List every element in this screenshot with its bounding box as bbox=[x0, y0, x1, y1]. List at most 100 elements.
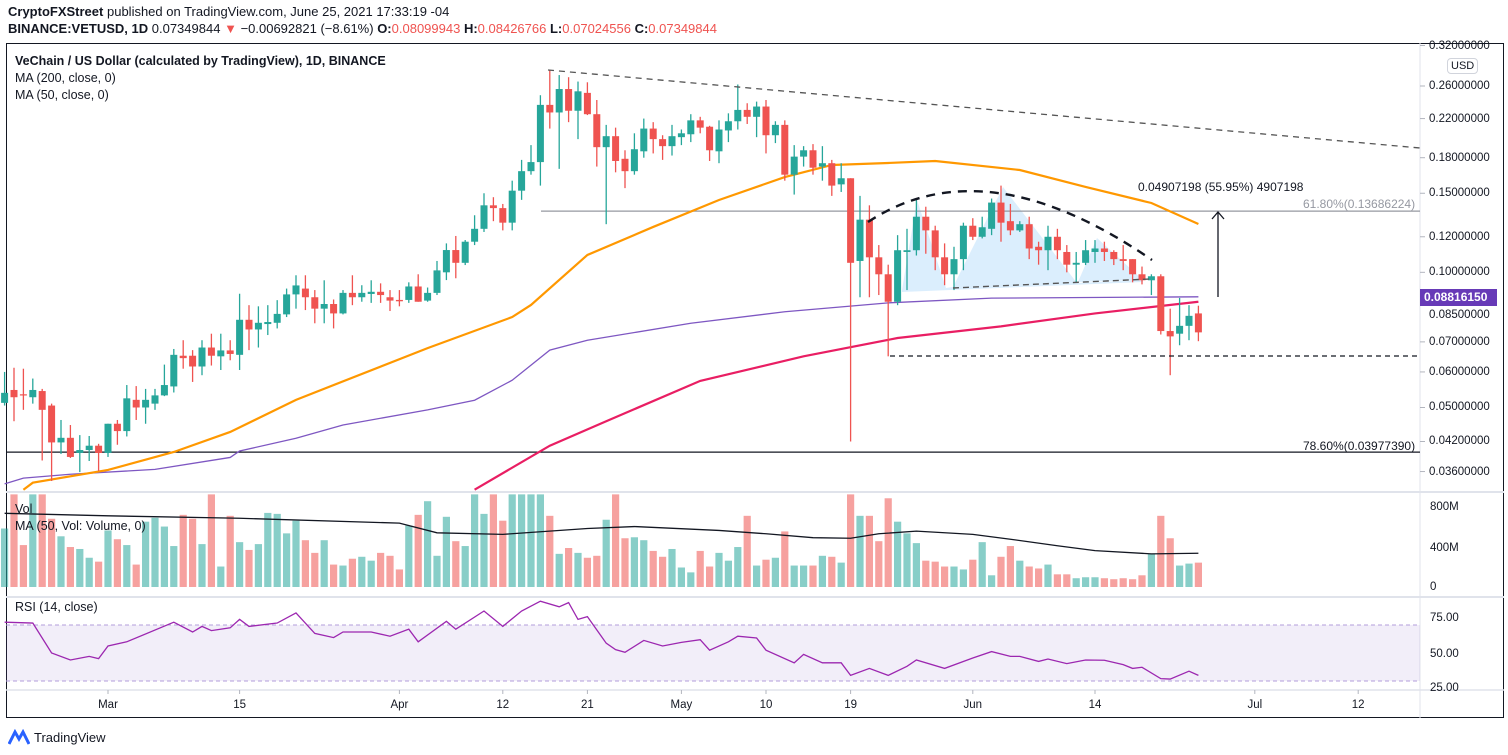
volume-bar bbox=[612, 494, 620, 587]
price-tick: 0.12000000 bbox=[1429, 230, 1490, 243]
volume-bar bbox=[715, 552, 723, 587]
candle-body bbox=[142, 399, 150, 408]
candle-body bbox=[104, 423, 112, 453]
high-value: 0.08426766 bbox=[477, 21, 547, 36]
candle-body bbox=[565, 89, 573, 111]
low-value: 0.07024556 bbox=[562, 21, 631, 36]
volume-bar bbox=[1176, 565, 1184, 587]
volume-bar bbox=[856, 515, 864, 587]
volume-bar bbox=[10, 494, 18, 587]
volume-bar bbox=[132, 564, 140, 587]
candle-body bbox=[254, 322, 262, 330]
volume-bar bbox=[1166, 538, 1174, 587]
volume-bar bbox=[1185, 563, 1193, 587]
candle-body bbox=[1110, 251, 1118, 260]
price-tick: 0.07000000 bbox=[1429, 335, 1490, 348]
time-tick: Jun bbox=[963, 699, 983, 711]
volume-bar bbox=[536, 494, 544, 587]
candle-body bbox=[856, 219, 864, 261]
candle-body bbox=[574, 91, 582, 111]
candle-body bbox=[997, 202, 1005, 223]
candle-body bbox=[1063, 251, 1071, 265]
legend-ma50[interactable]: MA (50, close, 0) bbox=[15, 88, 109, 102]
candle-body bbox=[1129, 259, 1137, 275]
volume-bar bbox=[1006, 546, 1014, 587]
candle-body bbox=[226, 350, 234, 354]
candle-body bbox=[865, 219, 873, 258]
volume-bar bbox=[959, 569, 967, 587]
volume-bar bbox=[1035, 568, 1043, 587]
currency-label[interactable]: USD bbox=[1447, 58, 1479, 74]
volume-tick: 0 bbox=[1430, 581, 1437, 593]
candle-body bbox=[95, 445, 103, 453]
price-tick: 0.03600000 bbox=[1429, 465, 1490, 478]
volume-bar bbox=[574, 552, 582, 587]
volume-bar bbox=[1147, 553, 1155, 587]
candle-body bbox=[988, 202, 996, 229]
publisher-name[interactable]: CryptoFXStreet bbox=[8, 4, 104, 19]
candle-body bbox=[1100, 248, 1108, 252]
price-tick: 0.32000000 bbox=[1429, 39, 1490, 52]
volume-bar bbox=[405, 525, 413, 587]
legend-volume-ma[interactable]: MA (50, Vol: Volume, 0) bbox=[15, 519, 146, 533]
volume-bar bbox=[433, 555, 441, 587]
candle-body bbox=[583, 92, 591, 115]
volume-bar bbox=[1016, 560, 1024, 587]
time-tick: May bbox=[670, 699, 693, 711]
candle-body bbox=[29, 389, 37, 398]
volume-bar bbox=[978, 542, 986, 587]
open-label: O: bbox=[377, 21, 392, 36]
candle-body bbox=[922, 216, 930, 231]
volume-bar bbox=[292, 520, 300, 587]
volume-bar bbox=[245, 549, 253, 587]
candle-body bbox=[1147, 276, 1155, 281]
volume-bar bbox=[593, 555, 601, 587]
volume-bar bbox=[471, 494, 479, 587]
candle-body bbox=[1053, 236, 1061, 251]
volume-bar bbox=[555, 553, 563, 587]
last-price: 0.07349844 bbox=[151, 21, 221, 36]
candle-body bbox=[395, 299, 403, 302]
volume-bar bbox=[894, 521, 902, 587]
legend-ma200[interactable]: MA (200, close, 0) bbox=[15, 71, 116, 85]
candle-body bbox=[659, 139, 667, 147]
volume-bar bbox=[66, 547, 74, 587]
legend-rsi[interactable]: RSI (14, close) bbox=[15, 600, 98, 614]
rsi-tick: 25.00 bbox=[1430, 682, 1459, 694]
candle-body bbox=[489, 205, 497, 209]
candle-body bbox=[264, 322, 272, 325]
published-text: published on TradingView.com, June 25, 2… bbox=[106, 4, 450, 19]
volume-bar bbox=[95, 561, 103, 587]
volume-bar bbox=[367, 560, 375, 587]
candle-body bbox=[809, 150, 817, 168]
volume-ma-line bbox=[4, 512, 1199, 555]
volume-bar bbox=[724, 560, 732, 587]
volume-bar bbox=[762, 559, 770, 587]
volume-bar bbox=[0, 528, 9, 587]
brand-name: TradingView bbox=[34, 729, 106, 745]
volume-bar bbox=[330, 564, 338, 587]
tradingview-logo[interactable]: TradingView bbox=[8, 729, 106, 745]
candle-body bbox=[715, 129, 723, 152]
descending-trendline bbox=[547, 69, 1421, 149]
candle-body bbox=[189, 355, 197, 367]
volume-bar bbox=[339, 565, 347, 587]
volume-bar bbox=[160, 526, 168, 587]
candle-body bbox=[480, 205, 488, 229]
price-tick: 0.08500000 bbox=[1429, 309, 1490, 321]
tradingview-logo-icon bbox=[8, 729, 30, 745]
volume-bar bbox=[480, 513, 488, 587]
candle-body bbox=[1185, 315, 1193, 326]
price-tick: 0.26000000 bbox=[1429, 80, 1490, 92]
candle-body bbox=[724, 121, 732, 131]
candle-body bbox=[113, 423, 121, 432]
legend-volume[interactable]: Vol bbox=[15, 502, 33, 516]
candle-body bbox=[753, 106, 761, 117]
volume-bar bbox=[57, 536, 65, 587]
volume-bar bbox=[583, 557, 591, 587]
time-tick: Jul bbox=[1247, 699, 1263, 711]
candle-body bbox=[57, 437, 65, 443]
volume-bar bbox=[179, 514, 187, 587]
volume-bar bbox=[1053, 574, 1061, 587]
